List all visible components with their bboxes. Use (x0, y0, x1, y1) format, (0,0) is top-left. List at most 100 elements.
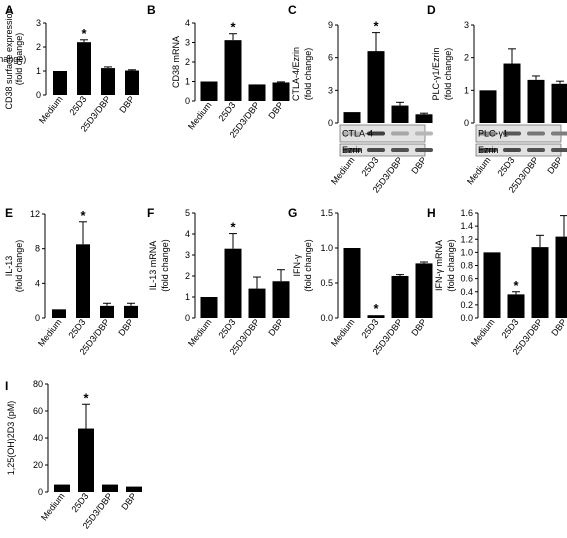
y-tick-label: 0 (464, 118, 469, 128)
panel-letter: B (147, 3, 156, 17)
y-tick-label: 0.8 (460, 261, 473, 271)
y-tick-label: 0 (185, 313, 190, 323)
y-tick-label: 1 (464, 85, 469, 95)
blot-band (551, 148, 567, 152)
panel-letter: G (288, 206, 297, 220)
significance-star: * (513, 278, 519, 293)
blot-band (367, 131, 385, 136)
blot-band (527, 131, 545, 136)
y-axis-label: (fold change) (446, 239, 456, 292)
y-tick-label: 0 (36, 90, 41, 100)
blot-image-plc-1 (475, 124, 567, 143)
category-label: 25D3 (69, 491, 90, 514)
category-label: 25D3 (359, 155, 380, 178)
y-tick-label: 2 (464, 53, 469, 63)
y-axis-label: (fold change) (443, 48, 453, 101)
y-tick-label: 3 (328, 85, 333, 95)
y-axis-label: IL-13 mRNA (148, 241, 158, 291)
blot-band (415, 148, 433, 152)
significance-star: * (373, 19, 379, 34)
y-tick-label: 1.6 (460, 208, 473, 218)
significance-star: * (230, 220, 236, 235)
category-label: Medium (329, 155, 357, 186)
blot-band (415, 131, 433, 136)
category-label: DBP (545, 155, 564, 176)
category-label: Medium (186, 317, 214, 348)
bar-dbp (272, 82, 290, 101)
y-tick-label: 8 (35, 244, 40, 254)
bar-25d3 (367, 315, 385, 318)
category-label: 25D3 (216, 317, 237, 340)
significance-star: * (81, 26, 87, 41)
bar-25d3-dbp (101, 68, 115, 95)
blot-band (391, 148, 409, 152)
significance-star: * (373, 301, 379, 316)
bar-25d3 (507, 294, 525, 318)
bar-medium (52, 309, 66, 318)
y-tick-label: 1.5 (320, 208, 333, 218)
blot-band (367, 148, 385, 152)
y-tick-label: 20 (33, 460, 43, 470)
bar-25d3-dbp (531, 247, 549, 318)
y-tick-label: 6 (328, 53, 333, 63)
blot-image-ctla-4 (339, 124, 433, 143)
y-axis-label: (fold change) (14, 240, 24, 293)
bar-dbp (272, 281, 290, 318)
panel-letter: A (5, 3, 14, 17)
category-label: Medium (469, 317, 497, 348)
bar-dbp (555, 236, 567, 318)
blot-label: Ezrin (478, 145, 499, 155)
category-label: DBP (117, 94, 136, 115)
blot-band (479, 148, 497, 152)
bar-25d3 (77, 42, 91, 95)
panel-h: H 0.0 0.2 0.4 0.6 0.8 1.0 1.2 1.4 1.6 IFN-γ mRNA (f… (427, 206, 567, 357)
y-axis-label: IFN-γ mRNA (434, 240, 444, 291)
blot-label: PLC-γ1 (478, 129, 508, 139)
y-tick-label: 1.0 (320, 243, 333, 253)
category-label: Medium (36, 317, 64, 348)
y-tick-label: 60 (33, 406, 43, 416)
y-tick-label: 4 (185, 18, 190, 28)
y-tick-label: 0.2 (460, 300, 473, 310)
y-tick-label: 2 (185, 57, 190, 67)
y-tick-label: 1.4 (460, 221, 473, 231)
y-tick-label: 3 (464, 20, 469, 30)
panel-letter: F (147, 206, 154, 220)
y-tick-label: 40 (33, 433, 43, 443)
bar-25d3-dbp (248, 84, 266, 101)
significance-star: * (83, 390, 89, 405)
y-tick-label: 0 (185, 96, 190, 106)
blot-band (551, 131, 567, 136)
bar-medium (54, 484, 70, 492)
category-label: 25D3 (359, 317, 380, 340)
blot-band (479, 131, 497, 136)
bar-dbp (124, 305, 138, 318)
bar-medium (483, 252, 501, 318)
panel-letter: I (5, 379, 8, 393)
y-axis-label: 1,25(OH)2D3 (pM) (6, 401, 16, 476)
bar-medium (343, 248, 361, 318)
blot-band (391, 131, 409, 136)
y-axis-label: (fold change) (0, 54, 26, 64)
y-tick-label: 0.4 (460, 287, 473, 297)
bar-25d3 (503, 63, 521, 123)
y-tick-label: 3 (36, 18, 41, 28)
y-axis-label: (fold change) (303, 239, 313, 292)
y-axis-label: PLC-γ1/Ezrin (431, 47, 441, 100)
bar-25d3 (78, 428, 94, 492)
y-tick-label: 0.0 (320, 313, 333, 323)
bar-25d3-dbp (391, 105, 409, 123)
bar-25d3-dbp (527, 79, 545, 123)
y-tick-label: 2 (185, 271, 190, 281)
y-tick-label: 3 (185, 38, 190, 48)
y-tick-label: 0.0 (460, 313, 473, 323)
category-label: DBP (266, 100, 285, 121)
blot-band (343, 131, 361, 136)
y-tick-label: 9 (328, 20, 333, 30)
y-tick-label: 0 (35, 313, 40, 323)
panel-g: G 0.0 0.5 1.0 1.5 IFN-γ (fold change) Medium *25… (288, 206, 433, 357)
y-axis-label: (fold change) (303, 48, 313, 101)
bar-25d3-dbp (248, 288, 266, 318)
